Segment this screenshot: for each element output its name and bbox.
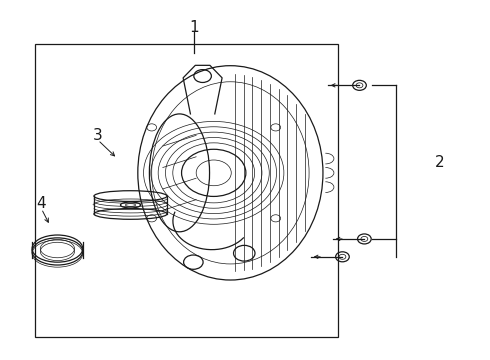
Text: 3: 3 (93, 128, 103, 143)
Text: 4: 4 (37, 196, 46, 211)
Text: 1: 1 (189, 19, 198, 35)
Text: 2: 2 (435, 155, 445, 170)
Bar (35, 44, 338, 337)
